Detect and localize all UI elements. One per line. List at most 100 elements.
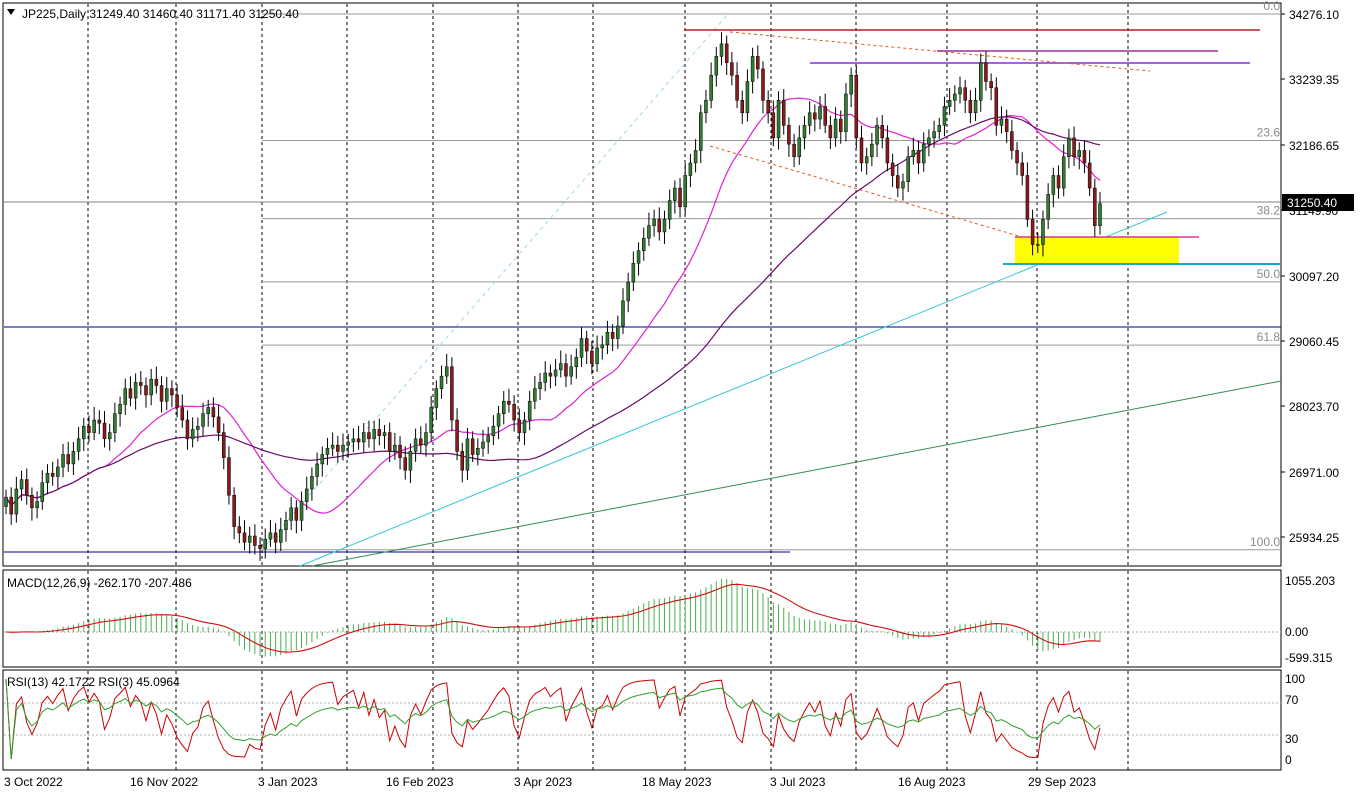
candle-body <box>382 432 387 436</box>
vertical-grid <box>87 4 1129 770</box>
candle-body <box>735 74 739 101</box>
candle-body <box>947 100 952 107</box>
candle-body <box>196 426 200 430</box>
price-tick-label: 29060.45 <box>1289 335 1339 349</box>
date-label: 3 Jul 2023 <box>770 775 826 789</box>
candle-body <box>439 375 444 389</box>
fib-level-label: 61.8 <box>1257 330 1281 344</box>
rsi-tick-70: 70 <box>1285 693 1299 707</box>
candle-body <box>1072 137 1076 157</box>
candle-body <box>232 495 236 527</box>
candle-body <box>901 181 905 189</box>
candle-body <box>719 43 724 57</box>
candle-body <box>481 441 485 449</box>
chart-header: JP225,Daily 31249.40 31460.40 31171.40 3… <box>22 7 299 21</box>
candle-body <box>569 366 573 377</box>
candle-body <box>683 175 687 208</box>
current-price-tag <box>1282 194 1354 211</box>
candle-body <box>932 131 936 139</box>
candle-body <box>180 407 185 421</box>
menu-triangle-icon[interactable] <box>7 9 15 15</box>
candle-body <box>750 56 755 82</box>
candle-body <box>600 344 605 349</box>
fibonacci-retracement: 0.0 23.6 38.2 50.0 61.8 100.0 <box>261 0 1281 551</box>
candle-body <box>538 382 542 389</box>
candle-body <box>476 447 480 455</box>
date-axis: 3 Oct 2022 16 Nov 2022 3 Jan 2023 16 Feb 20… <box>4 775 1096 789</box>
candle-body <box>486 435 490 443</box>
candle-body <box>253 535 257 546</box>
candle-body <box>1004 118 1009 132</box>
candle-body <box>413 438 418 452</box>
candle-body <box>299 501 304 521</box>
candle-body <box>206 407 210 415</box>
candle-body <box>527 400 532 421</box>
candle-body <box>880 125 884 139</box>
candle-body <box>82 426 86 440</box>
candle-body <box>859 137 864 164</box>
candle-body <box>408 451 413 471</box>
macd-indicator <box>4 578 1281 657</box>
candle-body <box>419 438 423 446</box>
candle-body <box>315 463 319 477</box>
candle-body <box>273 532 278 543</box>
candle-body <box>330 444 335 449</box>
candle-body <box>776 100 781 139</box>
candle-body <box>128 388 133 399</box>
candle-body <box>875 125 879 145</box>
candle-body <box>424 432 428 446</box>
trend-line-cyan <box>299 211 1168 567</box>
price-tick-label: 33239.35 <box>1289 73 1339 87</box>
candle-body <box>647 225 651 239</box>
candle-body <box>1056 175 1061 189</box>
rsi-tick-0: 0 <box>1285 753 1292 767</box>
candle-body <box>149 379 153 396</box>
main-pane-frame <box>2 2 1282 567</box>
candle-body <box>242 532 247 543</box>
candle-body <box>279 529 283 543</box>
candle-body <box>678 187 682 208</box>
candle-body <box>211 407 216 418</box>
candle-body <box>984 62 988 82</box>
candle-body <box>227 457 231 496</box>
candle-body <box>465 438 470 471</box>
candle-body <box>1067 137 1071 157</box>
candle-body <box>1010 131 1014 151</box>
candle-body <box>641 237 646 251</box>
candle-body <box>310 476 314 490</box>
candle-body <box>450 366 454 421</box>
date-label: 18 May 2023 <box>642 775 712 789</box>
candle-body <box>631 263 636 283</box>
candle-body <box>403 457 407 471</box>
candle-body <box>709 74 713 101</box>
candle-body <box>973 100 978 114</box>
current-price-label: 31250.40 <box>1287 196 1337 210</box>
candle-body <box>118 404 122 415</box>
candle-body <box>864 156 869 164</box>
candle-body <box>942 106 947 126</box>
price-tick-label: 34276.10 <box>1289 8 1339 22</box>
rsi-tick-30: 30 <box>1285 732 1299 746</box>
price-tick-label: 28023.70 <box>1289 400 1339 414</box>
candle-body <box>40 482 45 502</box>
candle-body <box>102 422 107 440</box>
candle-body <box>994 87 999 126</box>
candle-body <box>662 219 667 233</box>
candle-body <box>771 112 776 139</box>
candle-body <box>393 444 397 452</box>
candle-body <box>175 394 179 408</box>
candle-body <box>813 112 817 120</box>
moving-averages <box>5 97 1101 514</box>
macd-label: MACD(12,26,9) -262.170 -207.486 <box>7 576 192 590</box>
candle-body <box>71 451 76 465</box>
price-tick-label: 26971.00 <box>1289 466 1339 480</box>
macd-tick-top: 1055.203 <box>1285 574 1335 588</box>
fib-diagonal <box>261 13 729 551</box>
candle-body <box>289 507 293 521</box>
rsi-tick-100: 100 <box>1285 672 1305 686</box>
candle-body <box>818 106 822 120</box>
candle-body <box>429 407 433 433</box>
candle-body <box>1025 175 1030 220</box>
date-label: 16 Nov 2022 <box>130 775 198 789</box>
